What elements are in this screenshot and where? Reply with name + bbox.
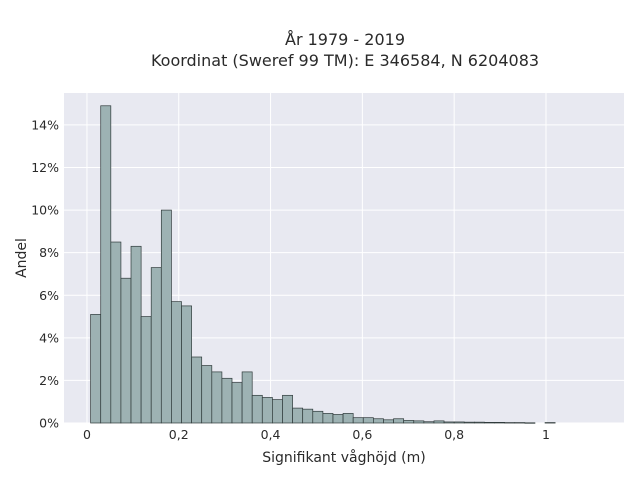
histogram-bar: [423, 421, 435, 424]
histogram-bar: [413, 420, 425, 424]
x-tick-label: 0,6: [352, 427, 372, 442]
histogram-bar: [362, 417, 374, 424]
y-tick-label: 4%: [39, 330, 59, 345]
histogram-bar: [140, 316, 152, 424]
histogram-bar: [433, 420, 445, 424]
y-axis-ticks: 0% 2% 4% 6% 8% 10% 12% 14%: [31, 117, 59, 430]
histogram-bar: [120, 277, 132, 424]
chart-title: År 1979 - 2019: [285, 30, 405, 49]
x-tick-label: 0,2: [169, 427, 189, 442]
y-tick-label: 12%: [31, 160, 59, 175]
histogram-bar: [312, 410, 324, 424]
x-tick-label: 0,8: [444, 427, 464, 442]
histogram-bar: [171, 301, 182, 424]
histogram-bar: [181, 305, 192, 424]
histogram-bar: [524, 422, 536, 424]
histogram-bar: [110, 241, 122, 424]
histogram-bar: [201, 365, 213, 424]
histogram-bar: [221, 377, 233, 424]
histogram-bar: [251, 394, 263, 424]
histogram-bar: [100, 105, 112, 424]
x-tick-label: 0: [83, 427, 91, 442]
histogram-bar: [322, 413, 334, 424]
y-tick-label: 8%: [39, 245, 59, 260]
histogram-bar: [342, 413, 354, 424]
histogram-bar: [474, 421, 485, 424]
histogram-bar: [544, 422, 556, 424]
y-tick-label: 2%: [39, 373, 59, 388]
chart-subtitle: Koordinat (Sweref 99 TM): E 346584, N 62…: [151, 51, 539, 70]
histogram-bar: [373, 418, 384, 424]
y-tick-label: 6%: [39, 288, 59, 303]
histogram-bar: [514, 422, 526, 424]
histogram-bar: [130, 245, 142, 424]
histogram-bar: [302, 408, 314, 424]
y-tick-label: 10%: [31, 203, 59, 218]
y-axis-label: Andel: [14, 238, 30, 278]
histogram-bar: [383, 419, 394, 424]
histogram-bar: [393, 418, 405, 424]
y-tick-label: 0%: [39, 416, 59, 431]
histogram-bar: [282, 394, 293, 424]
histogram-bar: [443, 421, 455, 424]
x-tick-label: 0,4: [261, 427, 281, 442]
histogram-bar: [504, 422, 516, 424]
histogram-bar: [241, 371, 253, 424]
x-axis-ticks: 0 0,2 0,4 0,6 0,8 1: [83, 427, 550, 442]
histogram-bar: [463, 421, 475, 424]
histogram-bar: [403, 420, 415, 424]
histogram-bar: [191, 356, 203, 424]
histogram-bar: [484, 422, 495, 424]
histogram-bar: [211, 371, 223, 424]
histogram-bars: [90, 105, 556, 424]
x-axis-label: Signifikant våghöjd (m): [262, 449, 425, 466]
histogram-bar: [231, 382, 243, 424]
x-tick-label: 1: [542, 427, 550, 442]
histogram-bar: [160, 209, 172, 424]
histogram-bar: [261, 397, 273, 424]
histogram-bar: [494, 422, 506, 424]
histogram-bar: [352, 417, 364, 424]
histogram-bar: [272, 399, 283, 424]
histogram-bar: [150, 267, 162, 424]
y-tick-label: 14%: [31, 117, 59, 132]
histogram-bar: [292, 407, 304, 424]
histogram-bar: [90, 314, 102, 424]
histogram-bar: [453, 421, 465, 424]
histogram-bar: [332, 414, 344, 424]
